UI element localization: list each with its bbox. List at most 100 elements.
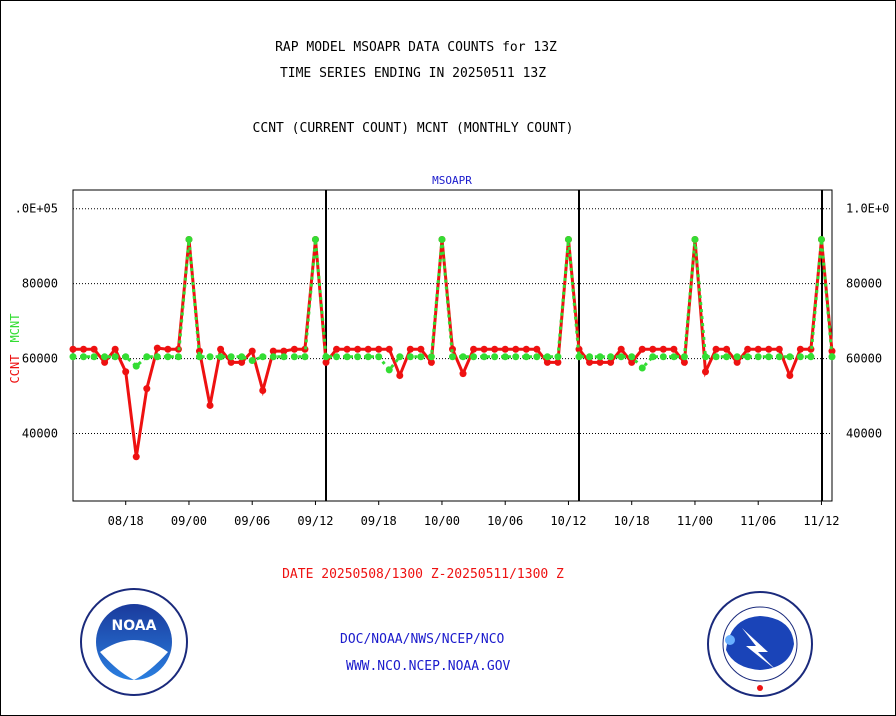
data-point-mcnt [543, 353, 551, 361]
data-point-mcnt [122, 353, 130, 361]
series-layer [69, 235, 836, 461]
data-point-mcnt [786, 353, 794, 361]
data-point-mcnt [607, 353, 615, 361]
data-point-mcnt [406, 353, 414, 361]
data-point-ccnt [617, 345, 625, 353]
footer-link-website[interactable]: WWW.NCO.NCEP.NOAA.GOV [346, 659, 511, 674]
data-point-ccnt [712, 345, 720, 353]
data-point-mcnt [269, 353, 277, 361]
noaa-logo-text: NOAA [112, 618, 157, 634]
data-point-ccnt [248, 347, 256, 355]
data-point-ccnt [259, 386, 267, 394]
data-point-mcnt [90, 353, 98, 361]
data-point-mcnt [354, 353, 362, 361]
data-point-mcnt [143, 353, 151, 361]
data-point-ccnt [765, 345, 773, 353]
data-point-mcnt [554, 353, 562, 361]
nws-logo [707, 591, 813, 697]
data-point-mcnt [596, 353, 604, 361]
data-point-ccnt [491, 345, 499, 353]
data-point-ccnt [90, 345, 98, 353]
noaa-logo: NOAA [80, 588, 188, 696]
data-point-mcnt [69, 353, 77, 361]
data-point-ccnt [396, 371, 404, 379]
data-point-ccnt [164, 345, 172, 353]
x-tick-label: 10/00 [424, 514, 460, 528]
day-boundary-lines [325, 190, 823, 501]
data-point-ccnt [375, 345, 383, 353]
data-point-mcnt [449, 353, 456, 361]
x-tick-label: 10/06 [487, 514, 523, 528]
data-point-mcnt [280, 353, 288, 361]
data-point-mcnt [385, 366, 393, 374]
data-point-ccnt [828, 347, 836, 355]
data-point-ccnt [343, 345, 351, 353]
data-point-ccnt [533, 345, 541, 353]
data-point-mcnt [470, 353, 478, 361]
data-point-ccnt [470, 345, 478, 353]
data-point-mcnt [491, 353, 499, 361]
data-point-ccnt [744, 345, 752, 353]
data-point-ccnt [290, 345, 298, 353]
data-point-ccnt [638, 345, 646, 353]
data-point-mcnt [132, 362, 140, 370]
data-point-ccnt [101, 358, 109, 366]
data-point-mcnt [702, 353, 709, 361]
data-point-ccnt [354, 345, 362, 353]
y-axis-label-ccnt: CCNT [8, 355, 22, 384]
data-point-ccnt [543, 358, 551, 366]
data-point-mcnt [744, 353, 752, 361]
data-point-ccnt [649, 345, 657, 353]
data-point-mcnt [322, 353, 330, 361]
data-point-mcnt [733, 353, 741, 361]
data-point-mcnt [438, 235, 446, 243]
data-point-mcnt [680, 353, 688, 361]
y-tick-label-left: .0E+05 [15, 202, 58, 216]
data-point-mcnt [311, 235, 319, 243]
data-point-ccnt [280, 347, 288, 355]
data-point-ccnt [522, 345, 530, 353]
data-point-ccnt [723, 345, 731, 353]
data-point-mcnt [375, 353, 383, 361]
data-point-ccnt [269, 347, 277, 355]
data-point-mcnt [501, 353, 509, 361]
data-point-ccnt [796, 345, 804, 353]
data-point-ccnt [227, 358, 235, 366]
x-tick-label: 09/00 [171, 514, 207, 528]
y-tick-label-left: 60000 [22, 352, 58, 366]
x-tick-labels: 08/18 09/00 09/06 09/12 09/18 10/00 10/06 10/12… [108, 501, 840, 528]
data-point-ccnt [607, 358, 615, 366]
footer-link-doc[interactable]: DOC/NOAA/NWS/NCEP/NCO [340, 632, 505, 647]
data-point-mcnt [628, 353, 636, 361]
x-tick-label: 10/18 [614, 514, 650, 528]
data-point-mcnt [227, 353, 235, 361]
data-point-mcnt [290, 353, 298, 361]
data-point-mcnt [217, 353, 225, 361]
data-point-ccnt [501, 345, 509, 353]
x-tick-label: 08/18 [108, 514, 144, 528]
data-point-ccnt [786, 371, 794, 379]
data-point-mcnt [364, 353, 372, 361]
x-tick-label: 09/06 [234, 514, 270, 528]
data-point-mcnt [459, 353, 467, 361]
data-point-ccnt [406, 345, 414, 353]
data-point-ccnt [596, 358, 604, 366]
y-tick-label-left: 80000 [22, 277, 58, 291]
x-tick-label: 11/00 [677, 514, 713, 528]
data-point-mcnt [659, 353, 667, 361]
x-tick-label: 11/06 [740, 514, 776, 528]
data-point-ccnt [333, 345, 341, 353]
data-point-mcnt [333, 353, 341, 361]
data-point-mcnt [248, 356, 256, 364]
data-point-ccnt [111, 345, 119, 353]
data-point-mcnt [80, 353, 88, 361]
y-tick-label-right: 1.0E+0 [846, 202, 889, 216]
data-point-ccnt [670, 345, 678, 353]
data-point-ccnt [385, 345, 393, 353]
data-point-ccnt [322, 358, 330, 366]
data-point-mcnt [765, 353, 773, 361]
data-point-mcnt [586, 353, 594, 361]
data-point-mcnt [796, 353, 804, 361]
data-point-mcnt [670, 353, 678, 361]
